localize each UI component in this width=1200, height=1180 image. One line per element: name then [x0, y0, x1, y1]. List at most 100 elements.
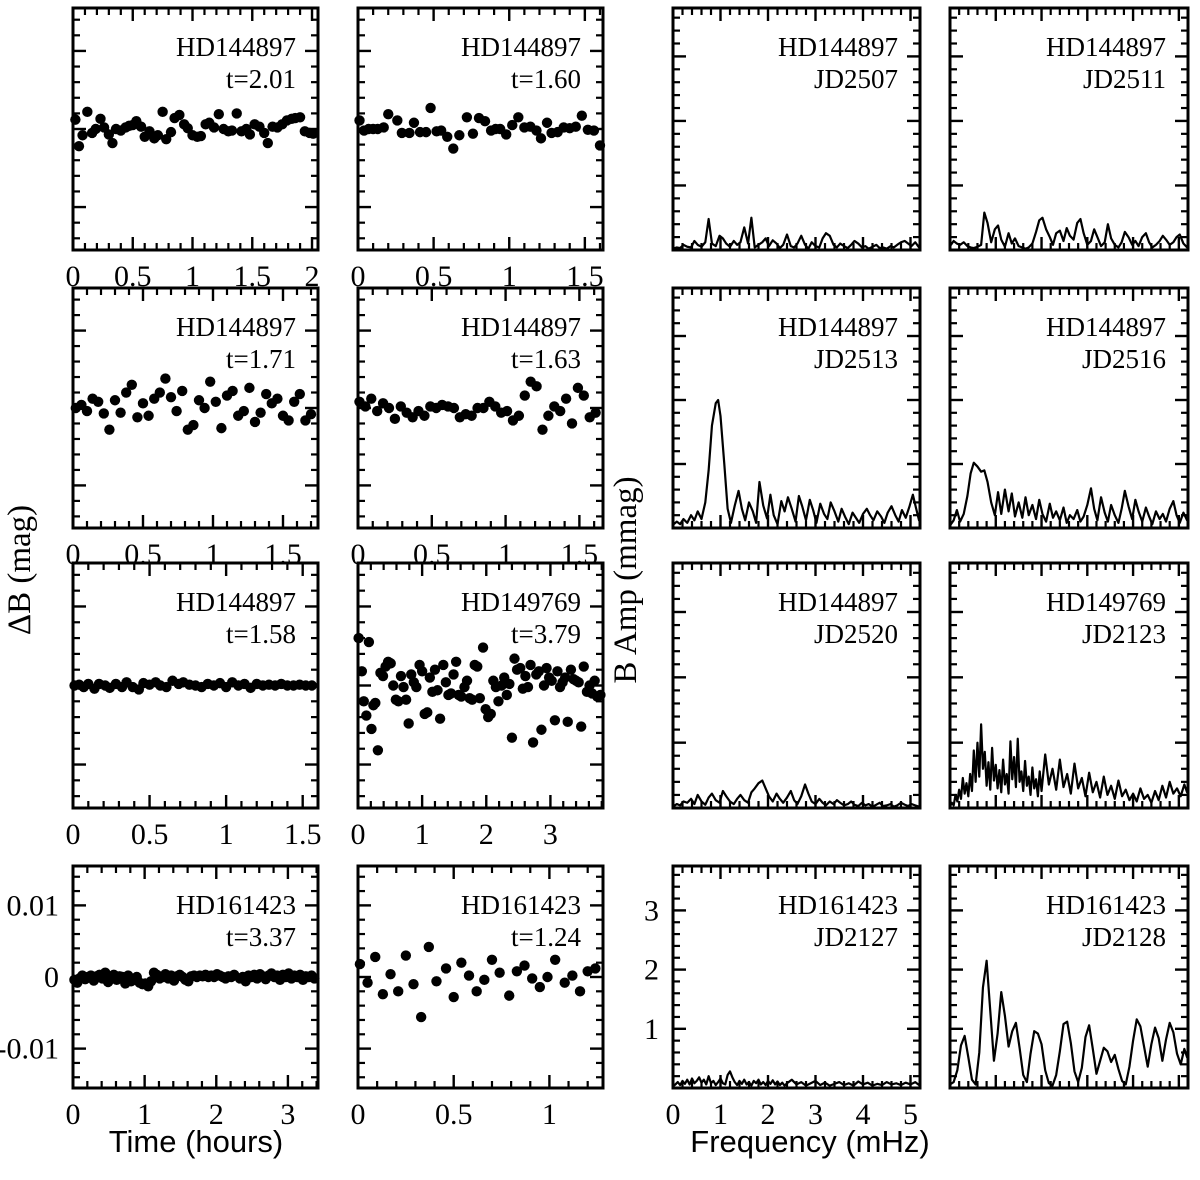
data-point	[126, 379, 137, 390]
data-point	[423, 941, 435, 953]
data-point	[73, 140, 85, 152]
panel-annotation-detail: JD2516	[1082, 344, 1166, 374]
y-tick-label: 0.01	[7, 889, 60, 922]
panel-annotation-detail: t=1.24	[511, 922, 581, 952]
panel-annotation-detail: t=1.71	[226, 344, 296, 374]
x-tick-label: 0	[66, 1098, 81, 1131]
data-point	[494, 967, 505, 978]
data-point	[383, 108, 394, 120]
data-point	[570, 121, 581, 132]
x-tick-label: 0	[666, 1098, 681, 1131]
data-point	[513, 410, 525, 421]
data-point	[377, 988, 389, 1000]
data-point	[543, 410, 554, 421]
data-point	[93, 396, 104, 408]
data-point	[174, 109, 185, 121]
data-point	[244, 382, 255, 394]
data-point	[472, 661, 483, 672]
data-point	[541, 662, 552, 674]
y-axis-ticks: 1 2 3	[644, 873, 920, 1090]
data-point	[227, 385, 238, 397]
data-point	[195, 130, 207, 142]
data-point	[213, 108, 224, 120]
data-point	[262, 137, 273, 149]
data-point	[70, 114, 81, 125]
data-point	[486, 954, 498, 966]
panel-annotation-detail: t=1.58	[226, 619, 296, 649]
data-point	[406, 669, 417, 680]
panel-frame	[671, 6, 922, 252]
panel-annotation-detail: JD2127	[814, 922, 898, 952]
data-point	[177, 385, 188, 397]
data-point	[422, 707, 433, 718]
data-point	[440, 677, 452, 688]
data-point	[226, 125, 238, 136]
x-tick-label: 0.5	[131, 818, 169, 851]
data-point	[395, 670, 407, 682]
panel-annotation-star: HD144897	[778, 587, 898, 617]
data-point	[115, 407, 126, 418]
x-axis-ticks: 0 1 2 3	[351, 563, 603, 851]
y-tick-label: 0	[44, 961, 59, 994]
data-point	[466, 410, 477, 421]
data-point	[535, 133, 547, 144]
data-point	[370, 697, 381, 709]
panel-annotation-star: HD161423	[176, 890, 296, 920]
x-axis-ticks	[948, 563, 1190, 808]
data-point	[82, 106, 93, 118]
data-point	[358, 696, 369, 707]
data-point	[479, 115, 491, 127]
data-point	[461, 675, 473, 686]
data-point	[249, 416, 261, 428]
data-point	[289, 396, 300, 408]
y-tick-label: 3	[644, 894, 659, 927]
data-point	[383, 402, 395, 414]
data-point	[440, 963, 452, 974]
data-point	[485, 708, 496, 720]
panel-annotation-detail: t=2.01	[226, 64, 296, 94]
data-point	[360, 401, 371, 412]
data-point	[541, 117, 553, 128]
data-point	[493, 696, 504, 707]
panel-annotation-detail: t=3.37	[226, 922, 296, 952]
data-point	[396, 127, 408, 139]
panel-annotation-star: HD144897	[778, 312, 898, 342]
spectrum-line	[948, 461, 1189, 527]
panel-frame	[671, 561, 922, 810]
data-point	[392, 115, 403, 126]
data-point	[103, 129, 115, 140]
panel-frame	[671, 864, 922, 1090]
data-point	[434, 713, 446, 724]
data-point	[137, 398, 149, 409]
data-point	[519, 390, 530, 401]
data-point	[77, 130, 88, 141]
spectrum-line	[948, 211, 1189, 250]
data-point	[456, 957, 467, 968]
data-point	[565, 664, 577, 675]
data-point	[466, 694, 478, 705]
panel-annotation-star: HD149769	[461, 587, 581, 617]
panel-annotation-star: HD144897	[176, 312, 296, 342]
x-axis-ticks: 0 0.5 1	[351, 866, 589, 1131]
data-point	[216, 422, 227, 434]
x-axis-title-right: Frequency (mHz)	[690, 1124, 929, 1159]
data-point	[90, 123, 101, 135]
data-point	[506, 732, 518, 743]
spectrum-line	[948, 723, 1189, 808]
data-point	[98, 408, 110, 419]
data-point	[403, 718, 414, 729]
x-tick-label: 0	[66, 818, 81, 851]
x-axis-ticks: 0 0.5 1 1.5	[66, 563, 321, 851]
data-points	[354, 941, 601, 1023]
data-point	[537, 424, 548, 435]
data-points	[69, 967, 320, 992]
data-point	[361, 710, 372, 721]
data-point	[448, 991, 459, 1003]
panel-annotation-detail: JD2128	[1082, 922, 1166, 952]
